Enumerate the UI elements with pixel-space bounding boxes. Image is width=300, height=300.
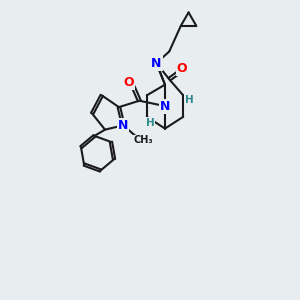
- Text: N: N: [151, 57, 162, 70]
- Text: O: O: [123, 76, 134, 89]
- Text: CH₃: CH₃: [134, 135, 153, 146]
- Text: H: H: [185, 94, 194, 105]
- Text: N: N: [160, 100, 170, 112]
- Text: O: O: [177, 61, 188, 75]
- Text: H: H: [146, 118, 154, 128]
- Text: N: N: [118, 119, 128, 132]
